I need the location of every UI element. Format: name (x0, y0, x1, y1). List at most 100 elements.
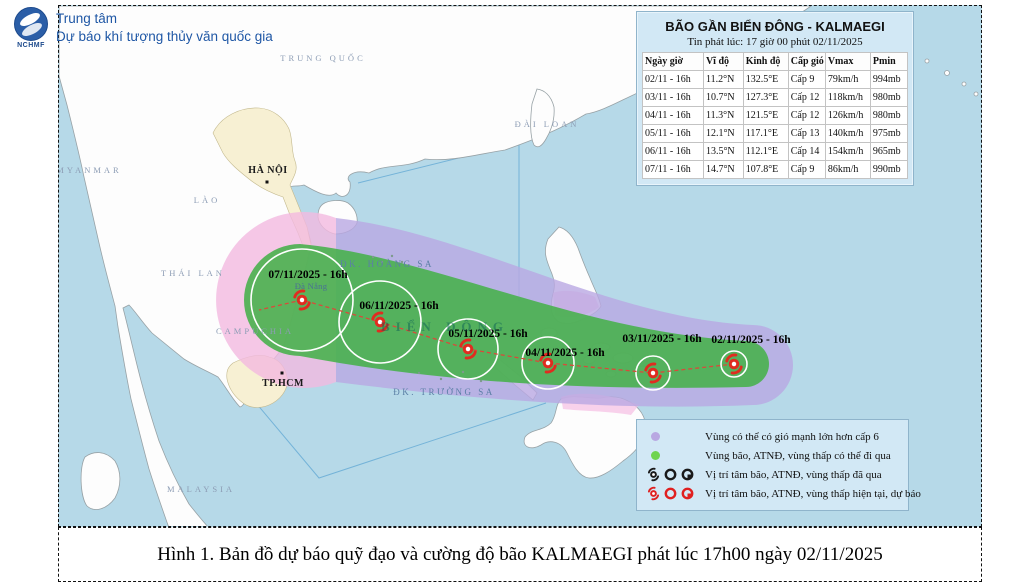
uncertainty-circle (521, 336, 575, 390)
table-cell: 05/11 - 16h (642, 124, 704, 143)
table-row: 07/11 - 16h 14.7°N 107.8°E Cấp 9 86km/h 990mb (642, 160, 909, 179)
taiwan-island (530, 88, 555, 148)
table-cell: 975mb (869, 124, 909, 143)
legend-label: Vị trí tâm bão, ATNĐ, vùng thấp đã qua (705, 468, 882, 481)
ryukyu-islet (973, 91, 979, 97)
table-cell: 990mb (869, 160, 909, 179)
track-date-label: 06/11/2025 - 16h (359, 300, 439, 312)
nchmf-logo-text: NCHMF (17, 42, 45, 49)
table-cell: Cấp 9 (787, 70, 826, 89)
label-campuchia: CAMPUCHIA (216, 326, 294, 336)
cone-green-passage-zone (244, 244, 769, 388)
table-cell: 118km/h (824, 88, 871, 107)
uncertainty-circle (635, 355, 671, 391)
table-cell: 86km/h (824, 160, 871, 179)
agency-header: NCHMF Trung tâm Dự báo khí tượng thủy vă… (14, 7, 273, 53)
label-dk-truong-sa: ĐK. TRƯỜNG SA (393, 387, 495, 397)
past-typhoon-icon (647, 467, 660, 482)
uncertainty-circle (720, 350, 748, 378)
north-vietnam-region (212, 107, 312, 252)
table-cell: 02/11 - 16h (642, 70, 704, 89)
label-tphcm-marker (280, 371, 284, 375)
table-cell: 12.1°N (702, 124, 744, 143)
table-cell: 14.7°N (702, 160, 744, 179)
track-date-label: 07/11/2025 - 16h (268, 269, 348, 281)
ryukyu-islet (961, 81, 967, 87)
table-row: 06/11 - 16h 13.5°N 112.1°E Cấp 14 154km/h 965… (642, 142, 909, 161)
table-column-header: Vmax (824, 52, 871, 71)
ryukyu-islet (944, 70, 950, 76)
table-cell: 121.5°E (742, 106, 789, 125)
table-cell: 04/11 - 16h (642, 106, 704, 125)
table-cell: 13.5°N (702, 142, 744, 161)
table-row: 05/11 - 16h 12.1°N 117.1°E Cấp 13 140km/h 975… (642, 124, 909, 143)
table-cell: Cấp 9 (787, 160, 826, 179)
legend-row-green-zone: Vùng bão, ATNĐ, vùng thấp có thể đi qua (643, 446, 902, 465)
figure-caption: Hình 1. Bản đồ dự báo quỹ đạo và cường đ… (157, 543, 883, 565)
legend-row-current-forecast: Vị trí tâm bão, ATNĐ, vùng thấp hiện tại… (643, 484, 921, 503)
agency-name-line2: Dự báo khí tượng thủy văn quốc gia (56, 29, 273, 45)
label-dk-hoang-sa: ĐK. HOÀNG SA (340, 259, 434, 269)
legend-row-past-position: Vị trí tâm bão, ATNĐ, vùng thấp đã qua (643, 465, 902, 484)
agency-name: Trung tâm Dự báo khí tượng thủy văn quốc… (56, 7, 273, 46)
nchmf-logo: NCHMF (14, 7, 48, 53)
past-low-pressure-icon (681, 468, 694, 481)
table-cell: 11.3°N (702, 106, 744, 125)
agency-name-line1: Trung tâm (56, 11, 118, 26)
storm-forecast-table: Ngày giờ Vĩ độ Kinh độ Cấp gió Vmax Pmin 02/1… (642, 52, 909, 179)
table-column-header: Vĩ độ (702, 52, 744, 71)
table-cell: 79km/h (824, 70, 871, 89)
uncertainty-circle (437, 318, 499, 380)
table-cell: 140km/h (824, 124, 871, 143)
current-typhoon-icon (647, 486, 660, 501)
storm-panel-issued: Tin phát lúc: 17 giờ 00 phút 02/11/2025 (687, 36, 863, 48)
track-date-label: 05/11/2025 - 16h (448, 328, 528, 340)
uncertainty-circle (338, 280, 422, 364)
table-column-header: Cấp gió (787, 52, 826, 71)
label-myanmar: MYANMAR (59, 165, 122, 175)
green-zone-dot-icon (651, 451, 660, 460)
legend-label: Vùng có thể có gió mạnh lớn hơn cấp 6 (705, 430, 879, 443)
table-cell: 11.2°N (702, 70, 744, 89)
table-cell: 107.8°E (742, 160, 789, 179)
track-date-label: 02/11/2025 - 16h (711, 334, 791, 346)
label-trung-quoc: TRUNG QUỐC (280, 53, 366, 63)
sumatra-tip (80, 452, 121, 510)
label-bien-dong: BIỂN ĐÔNG (381, 319, 509, 334)
label-tphcm: TP.HCM (262, 378, 304, 389)
table-header-row: Ngày giờ Vĩ độ Kinh độ Cấp gió Vmax Pmin (642, 52, 909, 71)
label-ha-noi-marker (265, 180, 269, 184)
purple-zone-dot-icon (651, 432, 660, 441)
table-cell: 03/11 - 16h (642, 88, 704, 107)
table-row: 04/11 - 16h 11.3°N 121.5°E Cấp 12 126km/h 980… (642, 106, 909, 125)
vietnam-regions (212, 107, 312, 408)
storm-info-panel: BÃO GẦN BIỂN ĐÔNG - KALMAEGI Tin phát lú… (636, 11, 914, 186)
table-column-header: Ngày giờ (642, 52, 704, 71)
table-column-header: Pmin (869, 52, 909, 71)
table-column-header: Kinh độ (742, 52, 789, 71)
ryukyu-islet (924, 58, 930, 64)
table-cell: 07/11 - 16h (642, 160, 704, 179)
table-cell: Cấp 12 (787, 106, 826, 125)
label-malaysia: MALAYSIA (167, 484, 235, 494)
legend-label: Vùng bão, ATNĐ, vùng thấp có thể đi qua (705, 449, 891, 462)
legend-label: Vị trí tâm bão, ATNĐ, vùng thấp hiện tại… (705, 487, 921, 500)
table-cell: 117.1°E (742, 124, 789, 143)
table-cell: 980mb (869, 88, 909, 107)
table-cell: 112.1°E (742, 142, 789, 161)
table-cell: Cấp 14 (787, 142, 826, 161)
current-low-pressure-icon (681, 487, 694, 500)
table-cell: 154km/h (824, 142, 871, 161)
label-ha-noi: HÀ NỘI (248, 163, 287, 176)
table-cell: 980mb (869, 106, 909, 125)
table-cell: 126km/h (824, 106, 871, 125)
table-row: 03/11 - 16h 10.7°N 127.3°E Cấp 12 118km/h 980… (642, 88, 909, 107)
uncertainty-circle (250, 248, 354, 352)
table-cell: Cấp 13 (787, 124, 826, 143)
table-cell: 06/11 - 16h (642, 142, 704, 161)
track-date-label: 03/11/2025 - 16h (622, 333, 702, 345)
table-cell: 965mb (869, 142, 909, 161)
table-cell: 132.5°E (742, 70, 789, 89)
label-dai-loan: ĐÀI LOAN (515, 119, 580, 129)
label-lao: LÀO (194, 195, 220, 205)
